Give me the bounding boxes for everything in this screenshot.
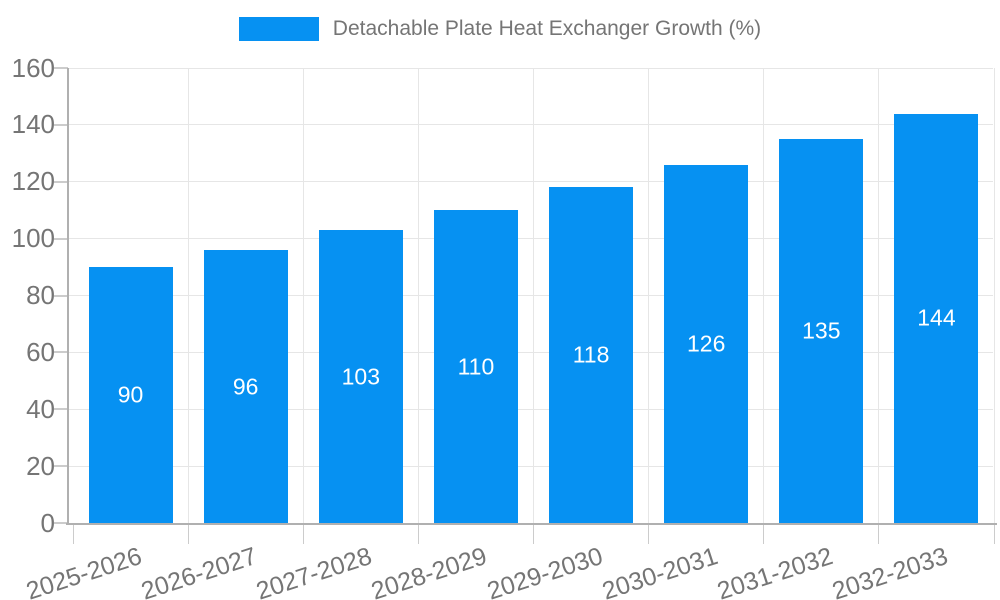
bar-2032-2033[interactable]	[894, 113, 979, 523]
bar-value-label: 103	[341, 363, 380, 390]
y-axis-tick	[54, 123, 68, 126]
y-axis-tick-label: 40	[26, 393, 55, 424]
y-axis-tick	[54, 237, 68, 240]
y-axis-tick-label: 0	[40, 507, 55, 538]
x-axis-category-label: 2028-2029	[368, 542, 491, 600]
y-gridline	[67, 295, 993, 296]
y-axis-tick	[54, 180, 68, 183]
y-axis-tick-label: 60	[26, 336, 55, 367]
y-axis-tick-label: 140	[11, 109, 55, 140]
x-axis-category-label: 2030-2031	[598, 542, 721, 600]
bar-value-label: 135	[802, 317, 841, 344]
y-gridline	[67, 124, 993, 126]
bar-value-label: 110	[457, 353, 495, 380]
y-gridline	[67, 465, 993, 467]
x-gridline	[648, 68, 650, 523]
y-axis-tick-label: 120	[11, 166, 55, 197]
x-axis-category-label: 2027-2028	[253, 542, 376, 600]
x-axis-line	[66, 523, 997, 525]
x-axis-category-label: 2031-2032	[713, 542, 836, 600]
x-axis-category-label: 2029-2030	[483, 542, 606, 600]
x-axis-tick	[993, 523, 995, 544]
y-gridline	[67, 67, 993, 69]
x-axis-tick	[648, 523, 650, 544]
bar-value-label: 90	[117, 381, 144, 408]
x-axis-tick	[878, 523, 880, 544]
bar-2028-2029[interactable]	[433, 210, 518, 523]
x-gridline	[417, 68, 419, 523]
y-axis-tick	[54, 67, 68, 69]
y-axis-line	[67, 68, 69, 525]
y-gridline	[67, 408, 993, 410]
bar-2025-2026[interactable]	[88, 267, 173, 523]
bar-2031-2032[interactable]	[779, 139, 864, 523]
y-axis-tick-label: 160	[11, 52, 55, 83]
y-axis-tick	[54, 465, 68, 468]
y-axis-tick	[54, 408, 68, 411]
x-axis-category-label: 2025-2026	[22, 542, 146, 600]
x-gridline	[302, 68, 304, 523]
y-axis-tick-label: 20	[26, 450, 55, 481]
bar-value-label: 144	[917, 304, 956, 331]
bar-value-label: 118	[572, 341, 610, 368]
bar-value-label: 96	[232, 373, 259, 399]
bar-2030-2031[interactable]	[664, 164, 749, 523]
bar-2026-2027[interactable]	[203, 250, 288, 523]
x-gridline	[187, 68, 189, 523]
y-gridline	[67, 351, 993, 353]
x-axis-tick	[763, 523, 765, 544]
x-axis-tick	[72, 523, 74, 544]
legend-series-label: Detachable Plate Heat Exchanger Growth (…	[332, 17, 762, 40]
y-axis-tick	[54, 294, 68, 297]
bar-value-label: 126	[687, 330, 726, 357]
x-gridline	[878, 68, 880, 523]
x-gridline	[993, 68, 995, 523]
x-axis-tick	[533, 523, 534, 544]
bar-2029-2030[interactable]	[549, 187, 634, 523]
x-axis-tick	[417, 523, 419, 544]
y-axis-tick-label: 100	[11, 223, 55, 254]
x-gridline	[533, 68, 534, 523]
y-axis-tick	[54, 351, 68, 354]
x-gridline	[763, 68, 765, 523]
legend-color-swatch[interactable]	[238, 17, 319, 41]
x-axis-tick	[187, 523, 189, 544]
x-axis-tick	[302, 523, 304, 544]
x-axis-category-label: 2032-2033	[828, 542, 952, 600]
y-axis-tick	[54, 522, 68, 524]
x-axis-category-label: 2026-2027	[137, 542, 261, 600]
chart-legend[interactable]: Detachable Plate Heat Exchanger Growth (…	[0, 17, 1000, 41]
bar-2027-2028[interactable]	[318, 230, 403, 523]
y-gridline	[67, 181, 993, 183]
y-axis-tick-label: 80	[26, 280, 55, 310]
y-gridline	[67, 238, 993, 240]
